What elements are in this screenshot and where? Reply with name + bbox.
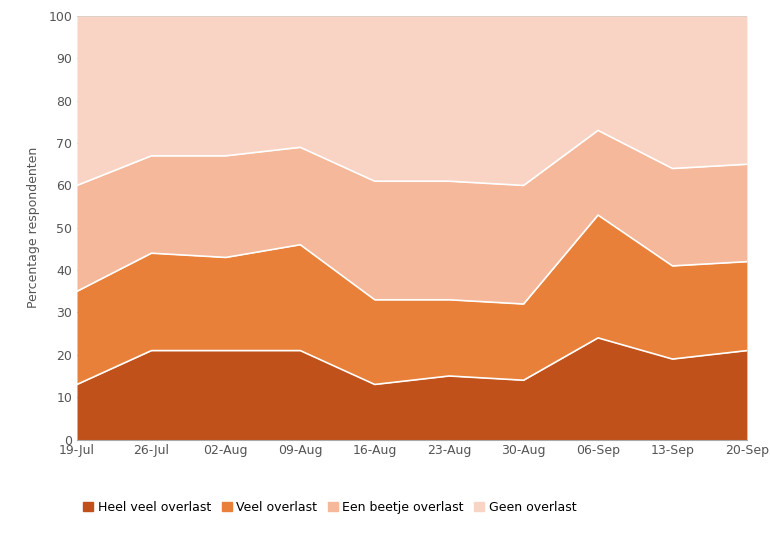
Y-axis label: Percentage respondenten: Percentage respondenten	[27, 147, 40, 308]
Legend: Heel veel overlast, Veel overlast, Een beetje overlast, Geen overlast: Heel veel overlast, Veel overlast, Een b…	[83, 501, 577, 514]
